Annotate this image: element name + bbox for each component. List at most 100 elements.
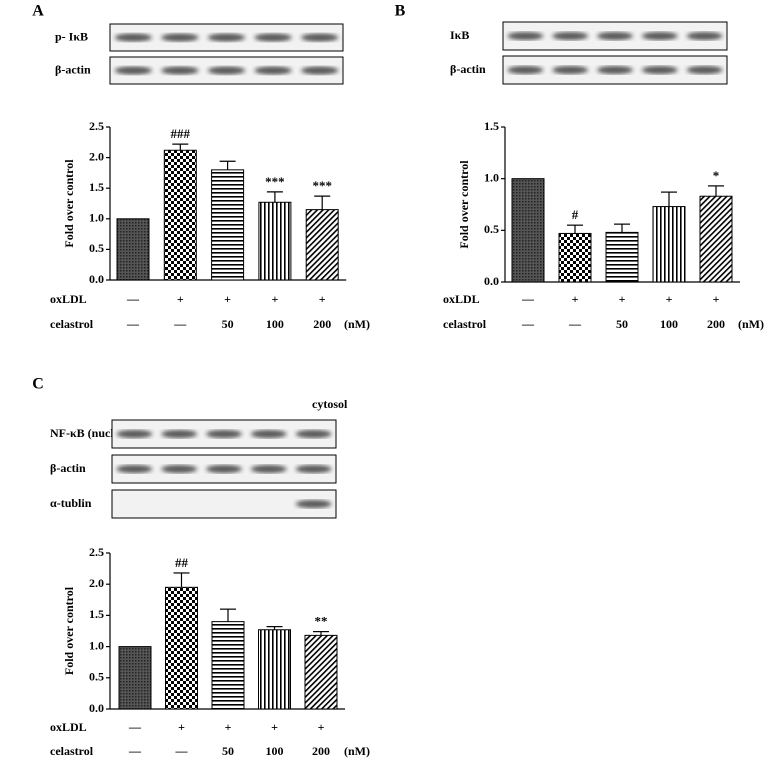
- y-tick-label: 0.0: [484, 274, 499, 288]
- bar: [605, 231, 639, 283]
- error-bar: [614, 223, 630, 233]
- bar: [305, 209, 339, 281]
- blot-band: [114, 33, 152, 42]
- row-value: —: [126, 292, 140, 306]
- blot-band: [641, 66, 678, 74]
- blot-band: [207, 33, 246, 42]
- row-value: 200: [707, 317, 725, 331]
- row-value: +: [713, 292, 720, 306]
- row-label: oxLDL: [50, 720, 87, 734]
- y-axis-label: Fold over control: [62, 159, 76, 248]
- row-value: +: [271, 720, 278, 734]
- row-value: 50: [616, 317, 628, 331]
- y-tick-label: 1.5: [89, 607, 104, 621]
- row-value: +: [271, 292, 278, 306]
- row-value: +: [619, 292, 626, 306]
- panel-label: A: [32, 3, 44, 20]
- error-bar: [266, 626, 283, 630]
- bar: [211, 169, 245, 281]
- panel-label: B: [395, 3, 406, 20]
- row-value: —: [128, 744, 142, 758]
- row-value: —: [521, 292, 535, 306]
- blot-band: [207, 66, 246, 75]
- row-value: +: [319, 292, 326, 306]
- y-axis-label: Fold over control: [457, 160, 471, 249]
- row-value: —: [175, 744, 189, 758]
- bar: [211, 621, 245, 710]
- y-tick-label: 2.0: [89, 576, 104, 590]
- y-tick-label: 1.0: [89, 211, 104, 225]
- row-value: —: [568, 317, 582, 331]
- blot-band: [161, 465, 198, 473]
- row-value: +: [572, 292, 579, 306]
- blot-band: [641, 32, 678, 40]
- blot-band: [250, 430, 287, 438]
- error-bar: [314, 195, 331, 210]
- blot-band: [161, 430, 198, 438]
- y-tick-label: 0.5: [484, 222, 499, 236]
- row-value: +: [225, 720, 232, 734]
- bar: [304, 634, 338, 710]
- blot-bands: [295, 500, 332, 508]
- blot-band: [552, 32, 589, 40]
- significance: ##: [175, 555, 189, 570]
- y-tick-label: 1.0: [89, 638, 104, 652]
- significance: ***: [312, 178, 332, 193]
- y-tick-label: 2.5: [89, 119, 104, 133]
- row-value: +: [224, 292, 231, 306]
- row-value: 50: [222, 317, 234, 331]
- row-value: 200: [312, 744, 330, 758]
- row-value: +: [177, 292, 184, 306]
- row-value: 100: [266, 744, 284, 758]
- error-bar: [219, 160, 236, 170]
- blot-band: [686, 66, 723, 74]
- blot-label: β-actin: [55, 62, 91, 76]
- row-value: +: [318, 720, 325, 734]
- bar: [511, 178, 545, 283]
- blot-label: p- IκB: [55, 29, 88, 43]
- blot-label: β-actin: [50, 461, 86, 475]
- row-value: +: [178, 720, 185, 734]
- blot-band: [206, 430, 242, 438]
- blot-band: [597, 32, 633, 40]
- blot-bands: [116, 430, 332, 438]
- row-label: oxLDL: [443, 292, 480, 306]
- blot-band: [250, 465, 287, 473]
- bar: [558, 232, 592, 283]
- bar: [258, 629, 291, 710]
- bar: [118, 646, 152, 710]
- y-tick-label: 2.5: [89, 545, 104, 559]
- blot-bands: [116, 465, 332, 473]
- blot-band: [206, 465, 242, 473]
- blot-band: [552, 66, 589, 74]
- bar: [165, 586, 198, 710]
- blot-band: [114, 66, 152, 75]
- bar: [116, 218, 150, 281]
- blot-band: [116, 430, 153, 438]
- row-value: —: [521, 317, 535, 331]
- unit-label: (nM): [344, 317, 370, 331]
- panel-label: C: [32, 376, 44, 393]
- blot-band: [161, 33, 199, 42]
- row-value: —: [126, 317, 140, 331]
- bar: [652, 206, 686, 283]
- error-bar: [266, 191, 283, 203]
- y-tick-label: 1.5: [89, 180, 104, 194]
- row-value: 100: [660, 317, 678, 331]
- row-label: celastrol: [50, 744, 94, 758]
- bar: [258, 201, 292, 281]
- error-bar: [172, 143, 189, 151]
- significance: *: [713, 168, 720, 183]
- row-value: 200: [313, 317, 331, 331]
- blot-band: [686, 32, 723, 40]
- blot-note: cytosol: [312, 397, 348, 411]
- significance: ###: [171, 126, 191, 141]
- error-bar: [708, 185, 724, 197]
- significance: #: [572, 207, 579, 222]
- row-label: celastrol: [443, 317, 487, 331]
- unit-label: (nM): [344, 744, 370, 758]
- blot-band: [301, 66, 339, 75]
- y-axis-label: Fold over control: [62, 586, 76, 675]
- blot-bands: [507, 66, 723, 74]
